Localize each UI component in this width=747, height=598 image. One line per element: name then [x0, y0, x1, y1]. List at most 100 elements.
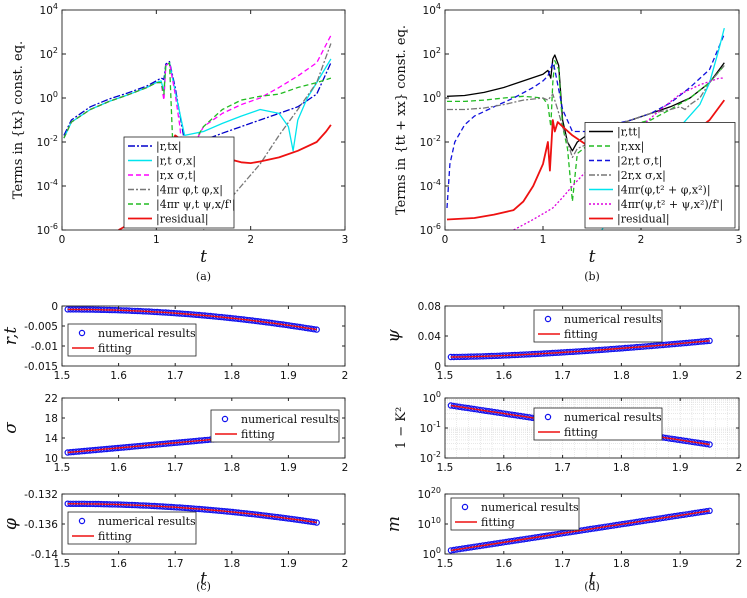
legend-label-b-3: |2r,x σ,x|	[617, 169, 666, 183]
legend-d2: numerical results fitting	[533, 407, 663, 441]
series-line-b-0	[446, 54, 725, 152]
legend-label-d2-1: fitting	[564, 426, 598, 439]
caption-a: (a)	[196, 270, 211, 283]
legend-label-c2-0: numerical results	[241, 413, 339, 426]
y-tick-label-b-5: 104	[423, 2, 441, 17]
x-tick-label-d1-3: 1.8	[613, 370, 630, 382]
x-tick-label-c3-2: 1.7	[167, 558, 184, 570]
legend-box-d2	[533, 407, 663, 441]
legend-swatch-d3-0	[461, 503, 469, 511]
y-tick-label-a-0: 10-6	[37, 222, 58, 237]
legend-label-d2-0: numerical results	[564, 411, 662, 424]
legend-a: |r,tx||r,t σ,x||r,x σ,t||4πr φ,t φ,x||4π…	[123, 136, 236, 229]
axis-frame-b	[444, 9, 740, 231]
x-tick-label-c3-4: 1.9	[280, 558, 297, 570]
x-tick-label-c2-3: 1.8	[223, 462, 240, 474]
x-tick-label-c2-5: 2	[342, 462, 349, 474]
x-tick-label-b-2: 2	[638, 234, 645, 246]
x-tick-label-c2-4: 1.9	[280, 462, 297, 474]
legend-label-d3-0: numerical results	[481, 501, 579, 514]
legend-b: |r,tt||r,xx||2r,t σ,t||2r,x σ,x||4πr(φ,t…	[584, 122, 736, 229]
fit-line-d1	[450, 340, 710, 358]
x-tick-label-d3-1: 1.6	[495, 558, 512, 570]
x-tick-label-c3-0: 1.5	[54, 558, 71, 570]
legend-box-c3	[67, 511, 197, 545]
y-tick-label-d1-1: 0.04	[418, 331, 442, 343]
axis-frame-d2	[444, 397, 740, 459]
series-line-b-2	[446, 33, 725, 209]
y-axis-label-c2: σ	[1, 422, 21, 434]
legend-label-c1-1: fitting	[98, 342, 132, 355]
y-axis-label-c1: r,t	[1, 327, 21, 346]
x-tick-label-c3-5: 2	[342, 558, 349, 570]
x-tick-label-d2-3: 1.8	[613, 462, 630, 474]
legend-c1: numerical results fitting	[67, 323, 197, 357]
x-axis-label-d3: t	[589, 569, 596, 589]
x-tick-label-d3-2: 1.7	[554, 558, 571, 570]
y-tick-label-d3-1: 1010	[417, 516, 441, 531]
caption-d: (d)	[584, 580, 600, 593]
x-tick-label-d1-5: 2	[736, 370, 743, 382]
legend-label-c2-1: fitting	[241, 428, 275, 441]
legend-swatch-c3-0	[78, 517, 86, 525]
axes-d2: 1.5 1.6 1.7 1.8 1.9 2 100 10-1 10-2 1 − K² numeric…	[394, 390, 742, 474]
y-tick-label-c2-0: 22	[45, 393, 58, 405]
series-line-a-1	[63, 58, 332, 152]
caption-c: (c)	[196, 580, 211, 593]
y-tick-label-c1-0: 0	[51, 301, 58, 313]
x-tick-label-c1-0: 1.5	[54, 370, 71, 382]
legend-d1: numerical results fitting	[533, 309, 663, 343]
caption-b: (b)	[584, 270, 600, 283]
y-axis-label-d2: 1 − K²	[394, 407, 409, 449]
x-tick-label-c1-3: 1.8	[223, 370, 240, 382]
legend-c2: numerical results fitting	[210, 409, 340, 443]
y-tick-label-c2-3: 10	[45, 453, 58, 465]
y-tick-label-c1-1: -0.005	[24, 321, 58, 333]
legend-label-c3-1: fitting	[98, 530, 132, 543]
y-axis-label-d3: m	[384, 516, 404, 532]
y-tick-label-c2-1: 18	[45, 413, 58, 425]
x-tick-label-b-1: 1	[540, 234, 547, 246]
x-tick-label-d2-2: 1.7	[554, 462, 571, 474]
axis-frame-c3	[61, 493, 346, 555]
legend-label-d3-1: fitting	[481, 516, 515, 529]
y-tick-label-c2-2: 14	[45, 433, 59, 445]
x-tick-label-d3-0: 1.5	[437, 558, 454, 570]
legend-label-a-5: |residual|	[156, 213, 209, 227]
fit-line-c1	[67, 308, 317, 331]
axis-frame-c2	[61, 397, 346, 459]
x-tick-label-d3-5: 2	[736, 558, 743, 570]
y-tick-label-d1-0: 0.08	[418, 301, 441, 313]
axis-frame-d1	[444, 305, 740, 367]
legend-label-c1-0: numerical results	[98, 327, 196, 340]
legend-box-a	[123, 136, 235, 229]
legend-label-b-1: |r,xx|	[617, 140, 644, 154]
x-tick-label-c1-2: 1.7	[167, 370, 184, 382]
legend-box-c2	[210, 409, 340, 443]
x-tick-label-d1-0: 1.5	[437, 370, 454, 382]
x-tick-label-d3-3: 1.8	[613, 558, 630, 570]
y-axis-label-b: Terms in {tt + xx} const. eq.	[394, 25, 409, 215]
y-tick-label-a-3: 100	[40, 90, 58, 105]
legend-label-a-0: |r,tx|	[156, 140, 182, 154]
legend-d3: numerical results fitting	[450, 497, 580, 531]
x-tick-label-c1-5: 2	[342, 370, 349, 382]
x-tick-label-b-3: 3	[736, 234, 743, 246]
fit-line-d3	[450, 510, 710, 552]
axes-d1: 1.5 1.6 1.7 1.8 1.9 2 0.08 0.04 0 ψ numerical resu…	[384, 301, 742, 382]
legend-box-d3	[450, 497, 580, 531]
y-tick-label-c3-2: -0.14	[31, 549, 58, 561]
x-tick-label-d2-0: 1.5	[437, 462, 454, 474]
y-tick-label-c3-0: -0.132	[24, 489, 58, 501]
legend-box-c1	[67, 323, 197, 357]
y-tick-label-d3-0: 1020	[417, 486, 441, 501]
y-tick-label-a-1: 10-4	[37, 178, 58, 193]
x-tick-label-d3-4: 1.9	[672, 558, 689, 570]
axis-frame-c1	[61, 305, 346, 367]
x-tick-label-d2-4: 1.9	[672, 462, 689, 474]
x-tick-label-c2-2: 1.7	[167, 462, 184, 474]
y-tick-label-b-4: 102	[423, 46, 441, 61]
legend-swatch-d2-0	[544, 413, 552, 421]
